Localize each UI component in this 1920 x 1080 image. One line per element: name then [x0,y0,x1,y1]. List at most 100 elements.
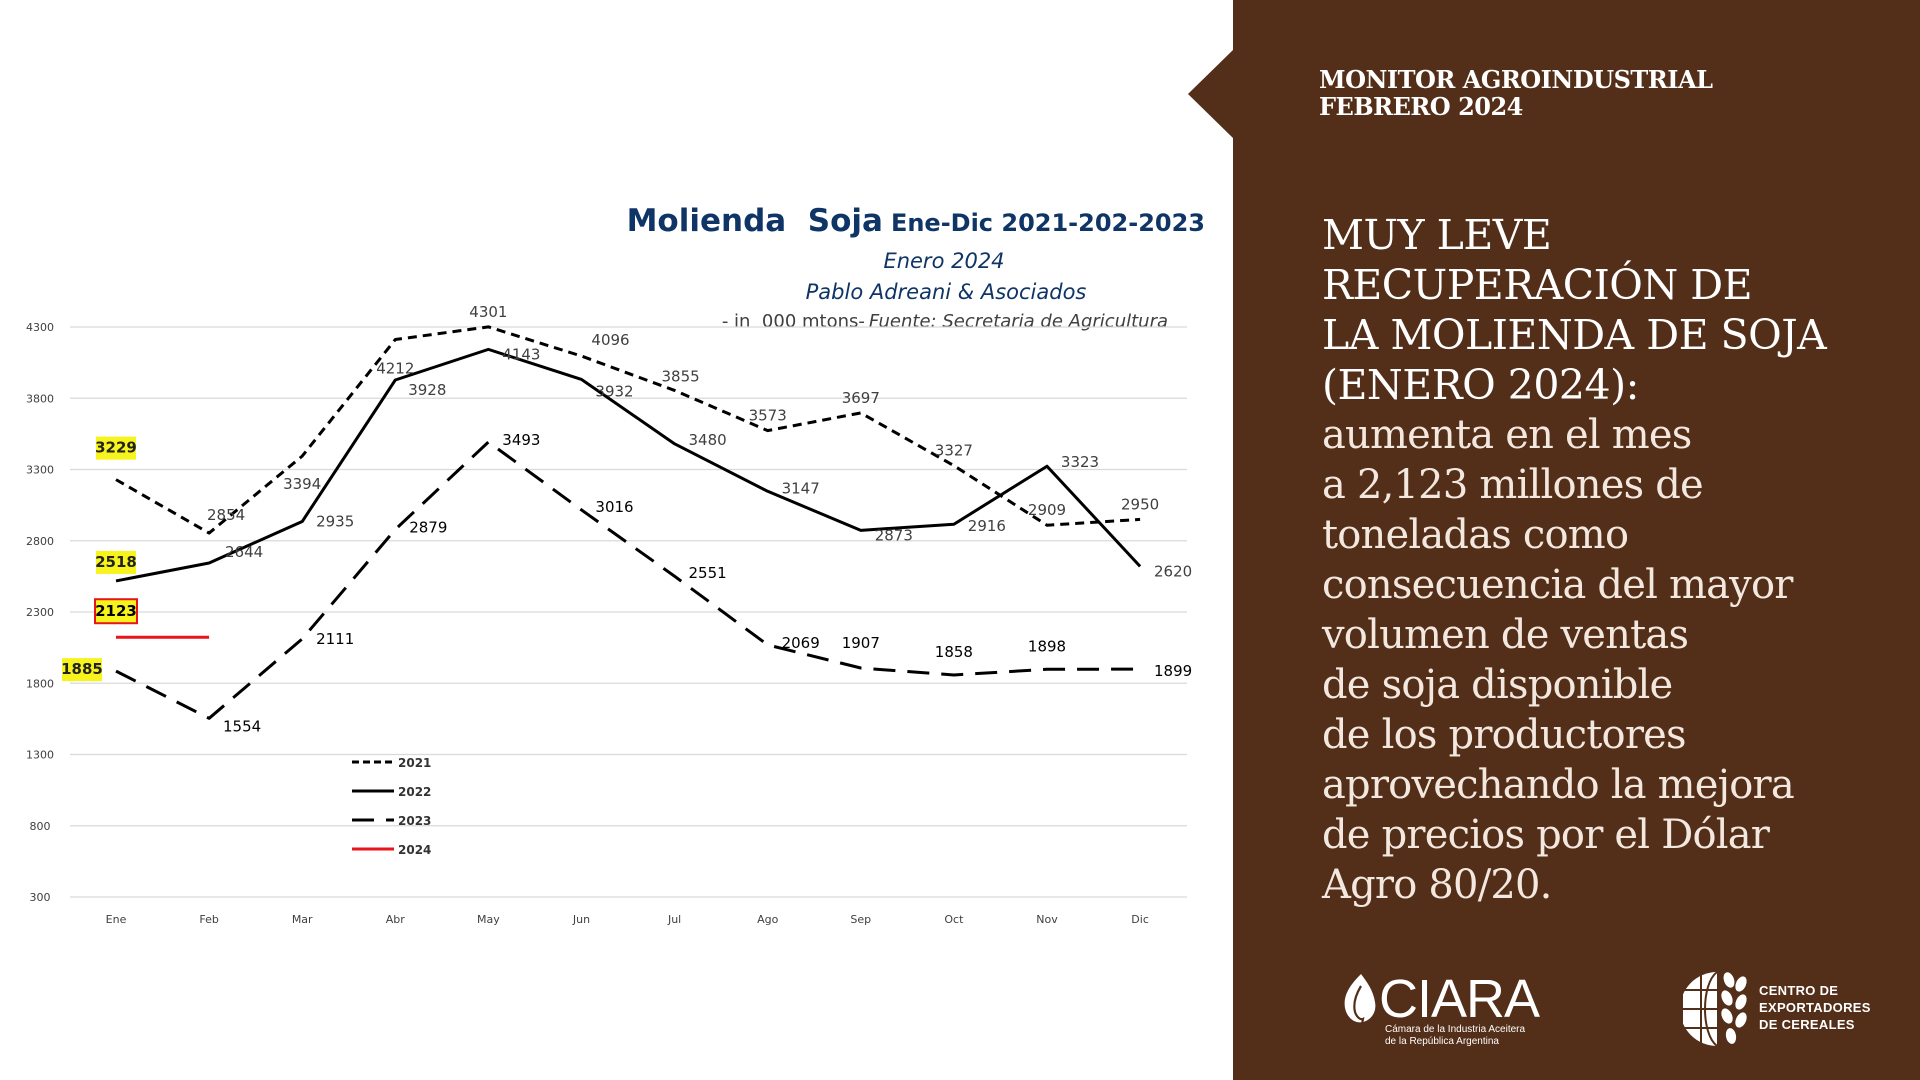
line-chart: Molienda Soja Ene-Dic 2021-202-2023 Enero… [26,203,1205,926]
body-line: de soja disponible [1322,662,1673,708]
data-label: 3229 [95,439,137,457]
data-label: 4096 [591,331,629,349]
chart-subtitle-author: Pablo Adreani & Asociados [806,280,1087,304]
data-label: 3697 [842,389,880,407]
x-tick-label: Jul [667,913,681,926]
y-tick-label: 3800 [26,392,54,405]
y-tick-label: 4300 [26,321,54,334]
legend-label: 2021 [398,756,431,770]
data-label-highlight [94,598,138,625]
data-label: 2854 [207,506,245,524]
data-label: 3855 [662,367,700,385]
body-line: de los productores [1322,712,1687,758]
x-tick-label: Jun [572,913,590,926]
x-tick-label: Ago [757,913,779,926]
cec-wordmark-line: EXPORTADORES [1759,1000,1871,1015]
data-label: 2069 [782,634,820,652]
data-label: 2873 [875,526,913,544]
headline-line: MUY LEVE [1322,211,1552,259]
x-tick-label: Sep [850,913,871,926]
data-label: 2518 [95,553,137,571]
panel-arrow-notch [1188,49,1234,139]
headline-line: LA MOLIENDA DE SOJA [1322,311,1827,359]
data-label: 3327 [935,442,973,460]
body-paragraph: aumenta en el mes a 2,123 millones de to… [1322,410,1795,910]
x-tick-label: Oct [944,913,964,926]
data-label: 1885 [61,660,103,678]
headline-line: RECUPERACIÓN DE [1322,261,1753,309]
leaf-drop-icon [1344,974,1376,1030]
data-label: 3394 [283,475,321,493]
data-label: 1858 [935,643,973,661]
cec-wordmark-line: CENTRO DE [1759,983,1839,998]
legend-label: 2024 [398,843,431,857]
body-line: a 2,123 millones de [1322,462,1704,508]
data-label: 3493 [502,431,540,449]
y-tick-label: 300 [30,891,51,904]
chart-source: - in 000 mtons- Fuente: Secretaria de Agr… [722,311,1168,332]
data-label: 1898 [1028,637,1066,655]
body-line: volumen de ventas [1322,612,1689,658]
globe-wheat-icon [1683,971,1747,1047]
series-line-2021 [115,325,1141,535]
chart-source-units: - in 000 mtons- [722,311,865,332]
x-tick-label: Mar [292,913,313,926]
chart-title-main: Molienda Soja [627,203,883,239]
chart-title: Molienda Soja Ene-Dic 2021-202-2023 [627,203,1205,239]
data-label-highlight [62,658,102,682]
ciara-subtitle-line: Cámara de la Industria Aceitera [1385,1024,1526,1035]
data-label: 2935 [316,513,354,531]
data-label: 3932 [595,382,633,400]
legend-label: 2022 [398,785,431,799]
data-label: 2916 [968,517,1006,535]
data-label: 2123 [95,602,137,620]
chart-title-suffix: Ene-Dic 2021-202-2023 [891,209,1205,237]
data-label: 4301 [469,303,507,321]
body-line: toneladas como [1322,512,1629,558]
ciara-subtitle-line: de la República Argentina [1385,1036,1499,1047]
y-tick-label: 2800 [26,535,54,548]
body-line: Agro 80/20. [1322,862,1552,908]
body-line: aumenta en el mes [1322,412,1692,458]
y-tick-label: 3300 [26,464,54,477]
cec-logo: CENTRO DE EXPORTADORES DE CEREALES [1683,970,1903,1050]
chart-subtitle-date: Enero 2024 [883,249,1004,273]
x-tick-label: Feb [199,913,218,926]
kicker-title: MONITOR AGROINDUSTRIAL [1319,65,1713,94]
body-line: aprovechando la mejora [1322,762,1795,808]
data-label: 1899 [1154,662,1192,680]
data-label: 4143 [502,345,540,363]
cec-wordmark: CENTRO DE EXPORTADORES DE CEREALES [1759,982,1871,1033]
body-line: consecuencia del mayor [1322,562,1793,608]
data-label: 2909 [1028,501,1066,519]
data-label: 2620 [1154,562,1192,580]
data-label: 2644 [225,543,263,561]
series-line-2022 [115,347,1142,583]
publication-kicker: MONITOR AGROINDUSTRIAL FEBRERO 2024 [1319,65,1713,121]
data-label-highlight [96,550,136,574]
y-tick-label: 2300 [26,606,54,619]
legend-label: 2023 [398,814,431,828]
ciara-wordmark: CIARA [1379,969,1540,1029]
ciara-subtitle: Cámara de la Industria Aceitera de la Re… [1385,1024,1525,1048]
headline: MUY LEVE RECUPERACIÓN DE LA MOLIENDA DE … [1322,210,1827,410]
series-line-2023 [115,440,1141,720]
x-tick-label: Ene [106,913,127,926]
data-label: 2111 [316,630,354,648]
data-label: 1554 [223,717,261,735]
data-label: 3573 [749,407,787,425]
y-tick-label: 1800 [26,677,54,690]
data-label: 2551 [689,564,727,582]
data-label: 2950 [1121,495,1159,513]
body-line: de precios por el Dólar [1322,812,1770,858]
x-tick-label: Nov [1036,913,1058,926]
cec-wordmark-line: DE CEREALES [1759,1017,1855,1032]
kicker-date: FEBRERO 2024 [1319,92,1523,121]
ciara-logo: CIARA Cámara de la Industria Aceitera de… [1341,970,1540,1050]
commentary-panel: MONITOR AGROINDUSTRIAL FEBRERO 2024 MUY … [1233,0,1920,1080]
data-label: 3147 [782,479,820,497]
y-tick-label: 1300 [26,749,54,762]
x-tick-label: May [477,913,500,926]
data-label-highlight [96,436,136,460]
data-label: 3016 [595,498,633,516]
